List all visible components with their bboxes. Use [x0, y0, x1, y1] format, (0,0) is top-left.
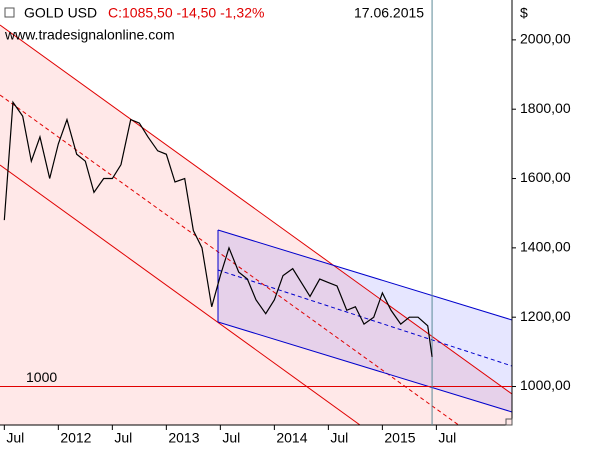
y-tick-label: 1800,00: [520, 100, 571, 116]
x-tick-label: Jul: [222, 430, 240, 446]
blue-channel-mid: [217, 269, 512, 367]
x-tick-label: Jul: [438, 430, 456, 446]
corner-icon: [505, 418, 513, 426]
blue-channel-fill: [218, 230, 512, 412]
quote: C:1085,50 -14,50 -1,32%: [108, 5, 264, 21]
x-tick-label: Jul: [6, 430, 24, 446]
red-channel-upper: [0, 24, 512, 395]
x-tick-label: 2014: [276, 430, 307, 446]
x-tick-label: 2012: [60, 430, 91, 446]
red-channel-fill: [0, 25, 512, 425]
red-channel-mid: [0, 94, 460, 425]
cursor-label: 17.06.2015: [354, 5, 424, 21]
blue-channel-lower: [217, 321, 512, 413]
channels: [0, 24, 512, 425]
y-tick-label: 1600,00: [520, 169, 571, 185]
y-unit: $: [520, 5, 528, 21]
blue-channel-upper: [217, 229, 512, 321]
x-tick-label: 2013: [168, 430, 199, 446]
red-channel-lower: [0, 164, 361, 425]
y-tick-label: 1200,00: [520, 308, 571, 324]
x-tick-label: Jul: [114, 430, 132, 446]
y-tick-label: 1400,00: [520, 239, 571, 255]
checkbox-icon: [4, 7, 15, 18]
y-tick-label: 2000,00: [520, 31, 571, 47]
level-label: 1000: [26, 369, 57, 385]
watermark: www.tradesignalonline.com: [4, 27, 175, 43]
series-name: GOLD USD: [24, 5, 97, 21]
y-tick-label: 1000,00: [520, 377, 571, 393]
x-tick-label: Jul: [330, 430, 348, 446]
price-line: [3, 100, 433, 357]
x-tick-label: 2015: [384, 430, 415, 446]
